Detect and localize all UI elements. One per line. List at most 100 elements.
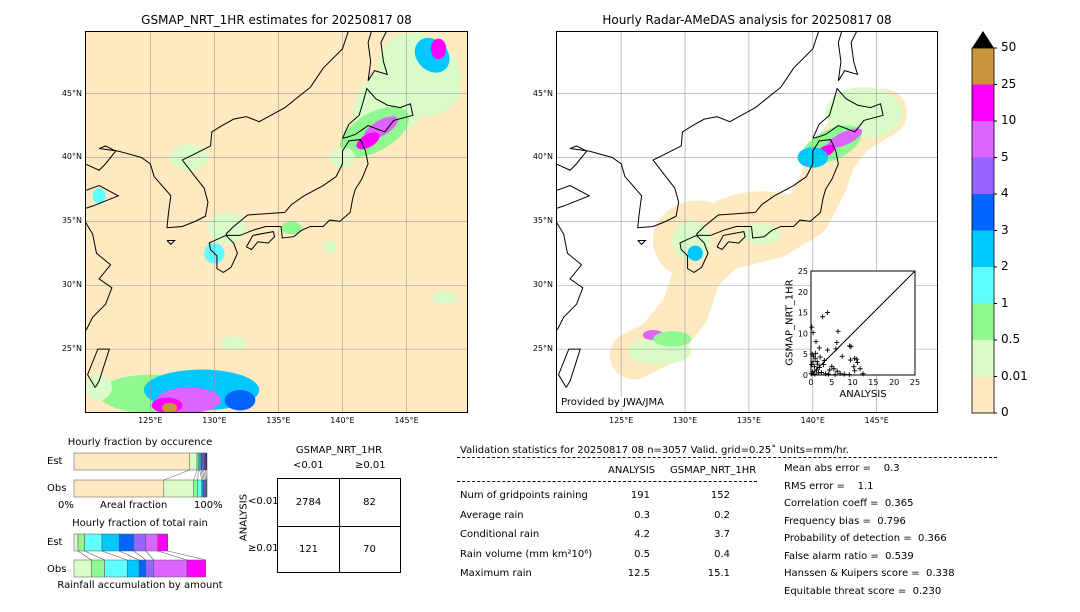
colorbar-bin [972,303,994,340]
rain-area [161,402,178,413]
stat-label: Average rain [460,509,524,521]
rain-area [432,291,458,305]
contingency-col-label: <0.01 [293,460,324,471]
stat-gsmap: 0.4 [714,548,730,560]
coastline [556,185,591,210]
scatter-point [813,339,819,345]
rain-est-segment [145,533,159,552]
rain-obs-segment [145,559,155,578]
coastline [837,31,859,82]
scatter-point [812,355,818,361]
rain-area [742,223,781,245]
longitude-label: 130°E [672,416,698,425]
connector-line [202,469,205,481]
scatter-point [809,324,815,330]
scatter-point [817,354,823,360]
stat-label: Conditional rain [460,529,540,540]
scatter-point [810,359,816,365]
latitude-label: 35°N [61,216,82,226]
rain-obs-segment [104,559,128,578]
connector-line [200,469,204,481]
coastline [342,87,414,139]
scatter-point [820,314,826,320]
coastline [225,139,369,239]
latitude-label: 35°N [532,216,553,226]
stat-analysis: 12.5 [627,568,650,579]
occurrence-est-segment [189,452,198,471]
occurrence-obs-segment [197,479,202,498]
latitude-label: 25°N [61,344,82,354]
rain-area [687,245,703,261]
colorbar-label: 4 [1001,186,1009,200]
y-tick-label: 20 [798,288,808,297]
occurrence-obs-segment [206,479,208,498]
connector-line [119,550,140,561]
colorbar-label: 50 [1001,40,1017,54]
colorbar-bin [972,84,994,121]
coastline [557,348,581,388]
scatter-point [848,357,854,363]
y-tick-label: 10 [798,329,808,338]
stat-analysis: 191 [630,490,650,501]
stats-header: Validation statistics for 20250817 08 n=… [460,445,849,456]
scatter-point [839,353,845,359]
occurrence-est-segment [73,452,190,471]
score-item: Probability of detection = 0.366 [784,533,947,544]
rain-obs-segment [73,559,92,578]
connector-line [197,469,199,481]
latitude-label: 40°N [61,152,82,162]
scatter-point [816,345,822,351]
stats-col-analysis: ANALYSIS [608,465,656,476]
rain-est-segment [73,533,79,552]
occurrence-est-label: Est [47,456,63,467]
y-tick-label: 25 [798,267,808,276]
cell-tp: 70 [363,544,376,555]
coastline [85,185,120,210]
longitude-label: 140°E [800,416,825,425]
rain-area [92,188,106,204]
stats-col-gsmap: GSMAP_NRT_1HR [670,465,757,476]
coastline [556,145,588,171]
connector-line [145,550,155,561]
rain-area [653,331,692,347]
longitude-label: 145°E [394,416,419,425]
rain-obs-label: Obs [47,564,67,575]
scatter-point [860,371,866,377]
y-tick-label: 0 [803,371,808,380]
rain-fraction-xlabel: Rainfall accumulation by amount [57,580,223,591]
colorbar-bin [972,267,994,304]
contingency-col-title: GSMAP_NRT_1HR [295,445,383,456]
latitude-label: 30°N [61,280,82,290]
scatter-point [848,344,854,350]
score-item: RMS error = 1.1 [784,480,874,492]
scatter-point [855,360,861,366]
connector-line [199,469,202,481]
latitude-label: 25°N [532,344,553,354]
stat-label: Rain volume (mm km²10⁶) [460,548,593,560]
coastline [696,139,839,239]
latitude-label: 45°N [61,88,82,98]
occurrence-est-segment [205,452,208,471]
colorbar-label: 1 [1001,295,1009,310]
cell-fn: 121 [298,544,319,555]
scatter-point [816,365,822,371]
coastline [85,221,113,331]
connector-line [167,550,206,561]
colorbar [971,31,997,414]
stat-gsmap: 0.2 [714,509,730,521]
longitude-label: 135°E [736,416,762,425]
stat-analysis: 0.5 [634,548,650,560]
longitude-label: 125°E [138,416,163,425]
scatter-point [854,356,860,362]
colorbar-bin [972,340,994,377]
connector-line [163,469,190,481]
longitude-label: 130°E [202,416,227,425]
rain-area [86,374,112,401]
rain-obs-segment [153,559,188,578]
connector-line [133,550,147,561]
coastline [569,31,820,229]
score-item: Frequency bias = 0.796 [784,515,906,527]
cell-tn: 2784 [295,497,322,508]
coastline [637,240,647,246]
colorbar-label: 0.01 [1001,368,1028,383]
